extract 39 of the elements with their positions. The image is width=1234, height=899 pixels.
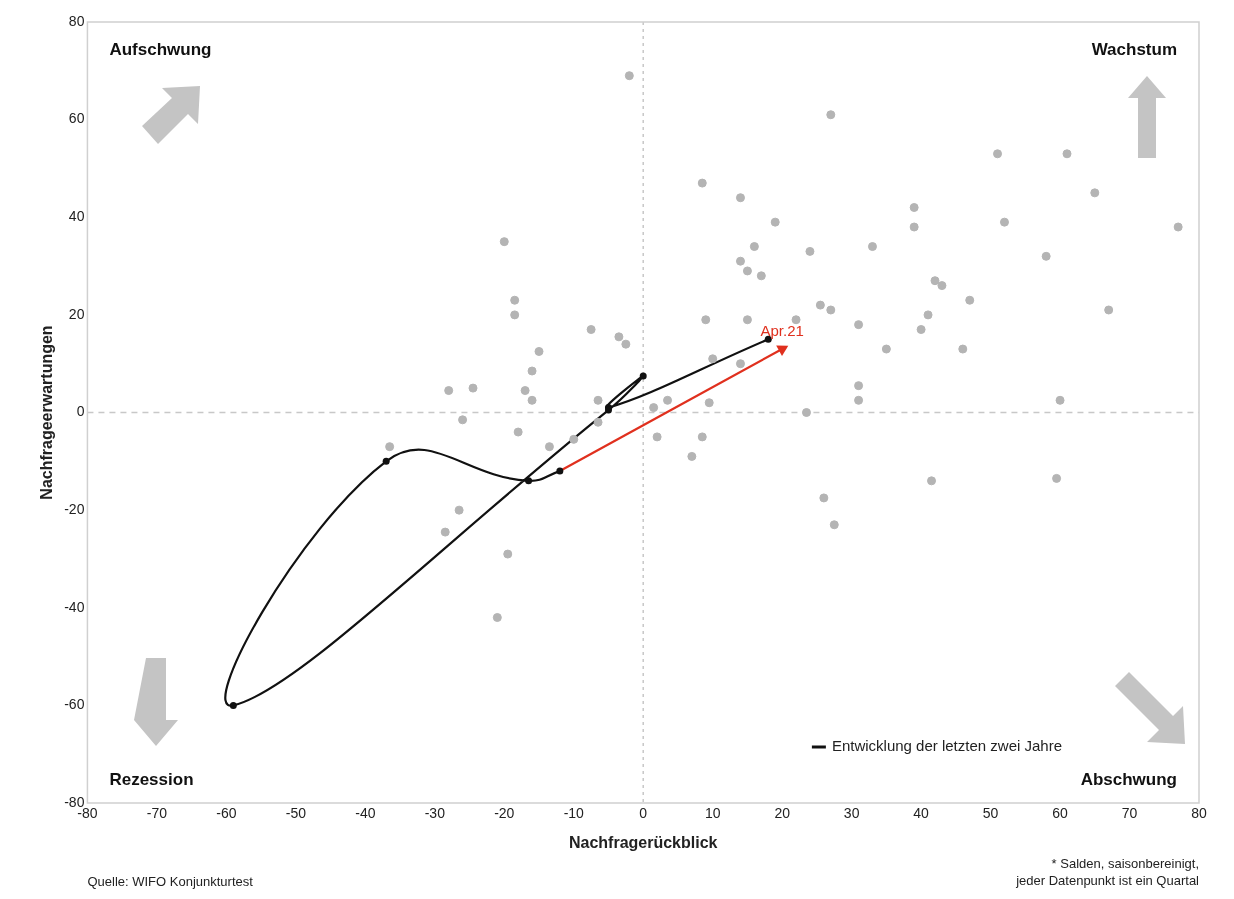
- annotation: Wachstum: [1091, 40, 1177, 60]
- x-axis-title: Nachfragerückblick: [568, 833, 718, 851]
- y-tick-label: -20: [64, 500, 85, 517]
- x-tick-label: -50: [285, 805, 307, 822]
- x-tick-label: -70: [146, 805, 168, 822]
- y-tick-label: 60: [68, 110, 85, 127]
- y-tick-label: 40: [68, 208, 85, 225]
- point: [229, 701, 237, 709]
- annotation: Apr.21: [760, 321, 804, 339]
- x-tick-label: 30: [843, 805, 860, 822]
- x-tick-label: 40: [913, 805, 930, 822]
- y-axis-title: Nachfrageerwartungen: [38, 325, 56, 500]
- y-tick-label: 80: [68, 12, 85, 29]
- x-tick-label: 60: [1052, 805, 1069, 822]
- x-tick-label: 10: [704, 805, 721, 822]
- x-tick-label: -40: [355, 805, 376, 822]
- y-tick-label: 0: [76, 403, 85, 420]
- text: * Salden, saisonbereinigt, jeder Datenpunkt ist ein Quartal: [1015, 856, 1200, 889]
- x-tick-label: -30: [424, 805, 446, 822]
- x-tick-label: 50: [982, 805, 999, 822]
- annotation: Aufschwung: [109, 40, 212, 60]
- x-tick-label: 80: [1191, 805, 1207, 822]
- y-tick-label: -40: [64, 598, 85, 615]
- x-tick-label: 70: [1121, 805, 1138, 822]
- annotation: Abschwung: [1080, 770, 1177, 790]
- y-tick-label: -60: [64, 696, 85, 713]
- x-tick-label: 0: [639, 805, 648, 822]
- point: [525, 477, 533, 485]
- point: [382, 457, 390, 465]
- annotation: Rezession: [109, 770, 194, 790]
- point: [556, 467, 564, 475]
- point: [639, 372, 647, 380]
- source-note: Quelle: WIFO Konjunkturtest: [87, 874, 254, 890]
- x-tick-label: -20: [494, 805, 515, 822]
- x-tick-label: -60: [216, 805, 237, 822]
- x-tick-label: 20: [774, 805, 791, 822]
- x-tick-label: -10: [563, 805, 585, 822]
- legend-label: Entwicklung der letzten zwei Jahre: [831, 737, 1063, 755]
- y-tick-label: 20: [68, 305, 85, 322]
